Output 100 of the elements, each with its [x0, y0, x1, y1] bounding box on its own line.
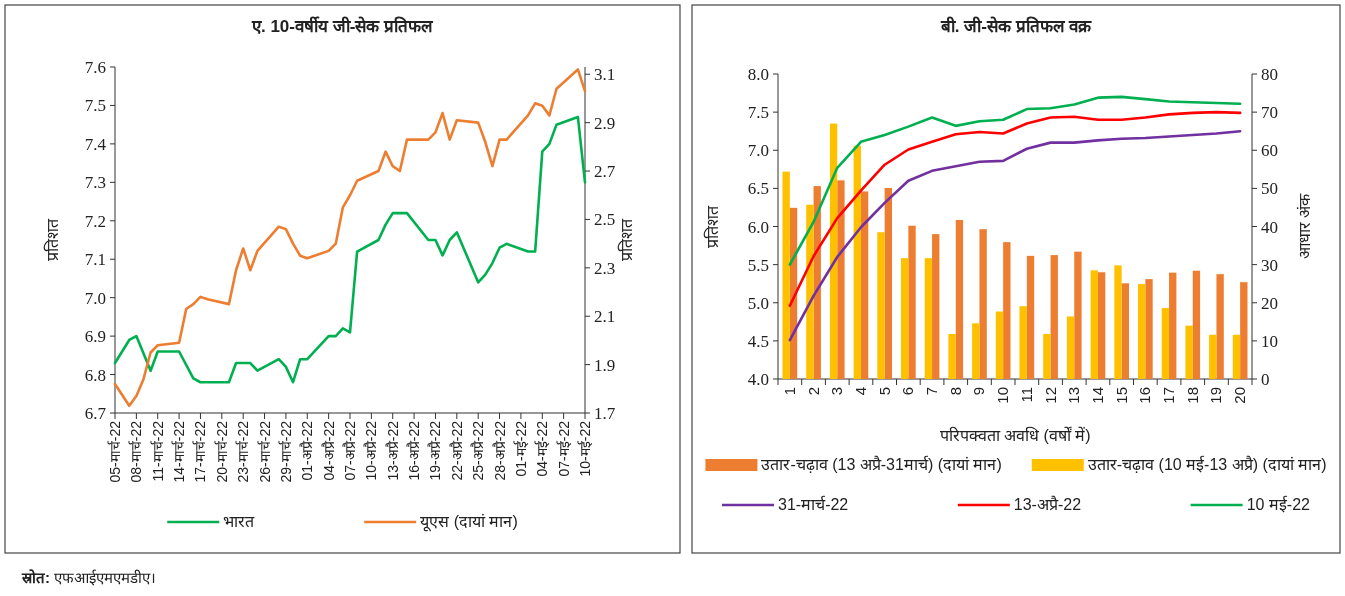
x-tick-label: 19-अप्रै-22 [427, 420, 444, 481]
bar [1121, 283, 1129, 379]
x-tick-label: 15 [1112, 387, 1130, 404]
y2-tick-label: 2.3 [594, 258, 616, 278]
x-tick-label: 7 [923, 387, 941, 396]
bar [995, 311, 1004, 379]
y-tick-label: 6.5 [747, 179, 769, 199]
y-tick-label: 6.7 [84, 404, 107, 423]
bar [924, 258, 933, 379]
x-tick-label: 10-मई-22 [577, 420, 593, 477]
legend-label: 31-मार्च-22 [778, 495, 849, 513]
bar [932, 234, 940, 379]
x-tick-label: 11-मार्च-22 [149, 420, 166, 482]
bar [1169, 272, 1177, 379]
y2-tick-label: 20 [1261, 293, 1278, 313]
x-tick-label: 12 [1041, 387, 1059, 404]
x-tick-label: 28-अप्रै-22 [491, 420, 508, 481]
legend-label: उतार-चढ़ाव (13 अप्रै-31मार्च) (दायां मान) [761, 455, 1002, 474]
y2-tick-label: 2.7 [594, 162, 616, 182]
line-series [113, 68, 587, 408]
y2-tick-label: 1.9 [594, 355, 616, 375]
bar [1019, 306, 1027, 379]
bar [782, 171, 790, 379]
y2-tick-label: 3.1 [594, 65, 616, 85]
bar [1138, 284, 1146, 379]
x-tick-label: 07-मई-22 [555, 420, 572, 477]
bar [1114, 265, 1122, 379]
chart-title: बी. जी-सेक प्रतिफल वक्र [939, 16, 1093, 36]
y2-tick-label: 70 [1261, 103, 1278, 123]
bar [806, 204, 814, 379]
bar [901, 258, 909, 379]
y-tick-label: 7.5 [84, 96, 106, 116]
legend-label: 13-अप्रै-22 [1013, 495, 1082, 513]
y2-axis-title: आधार अंक [1296, 192, 1313, 260]
y2-tick-label: 0 [1261, 370, 1270, 389]
bar [1003, 242, 1011, 379]
y-tick-label: 8.0 [747, 65, 769, 84]
x-tick-label: 23-मार्च-22 [235, 420, 252, 483]
bar [1192, 270, 1201, 379]
y-axis-title: प्रतिशत [43, 218, 61, 261]
x-tick-label: 8 [946, 387, 964, 396]
y-tick-label: 6.9 [84, 327, 106, 347]
y-tick-label: 7.3 [84, 173, 106, 193]
y-tick-label: 7.0 [747, 141, 769, 161]
x-tick-label: 16-अप्रै-22 [406, 420, 423, 481]
bar [908, 225, 916, 379]
y-tick-label: 6.8 [84, 365, 106, 385]
x-tick-label: 20 [1231, 387, 1249, 404]
legend-label: भारत [223, 513, 256, 530]
y2-tick-label: 60 [1261, 141, 1278, 161]
x-tick-label: 29-मार्च-22 [277, 420, 294, 483]
bar [1097, 272, 1106, 379]
bar [860, 191, 869, 379]
chart-title: ए. 10-वर्षीय जी-सेक प्रतिफल [250, 16, 435, 36]
legend-label: यूएस (दायां मान) [420, 513, 518, 532]
x-tick-label: 08-मार्च-22 [128, 420, 145, 483]
x-tick-label: 11 [1017, 387, 1035, 403]
line-series [788, 129, 1242, 342]
bar [1090, 270, 1098, 379]
x-tick-label: 6 [899, 387, 917, 396]
bar [1216, 274, 1224, 379]
x-tick-label: 04-अप्रै-22 [320, 420, 337, 481]
x-tick-label: 18 [1183, 387, 1201, 404]
x-tick-label: 01-मई-22 [512, 420, 529, 477]
line-series [113, 115, 587, 384]
x-tick-label: 5 [875, 387, 893, 396]
x-tick-label: 01-अप्रै-22 [299, 420, 316, 481]
y-tick-label: 4.0 [747, 370, 769, 389]
y-tick-label: 7.0 [84, 288, 106, 308]
bar [1161, 308, 1170, 379]
y2-tick-label: 80 [1261, 65, 1278, 84]
x-tick-label: 22-अप्रै-22 [448, 420, 465, 481]
y2-tick-label: 1.7 [594, 404, 616, 423]
y-tick-label: 7.1 [84, 250, 106, 270]
bar [948, 334, 956, 379]
bar [1050, 255, 1058, 379]
y2-tick-label: 2.1 [594, 307, 616, 327]
x-tick-label: 19 [1207, 387, 1225, 404]
x-tick-label: 13-अप्रै-22 [384, 420, 401, 481]
bar [1232, 334, 1241, 379]
y2-tick-label: 2.9 [594, 113, 616, 133]
y-tick-label: 7.2 [84, 211, 106, 231]
legend-label: उतार-चढ़ाव (10 मई-13 अप्रै) (दायां मान) [1087, 455, 1327, 474]
bar [1026, 255, 1035, 379]
y2-tick-label: 2.5 [594, 210, 616, 230]
bar [972, 323, 980, 379]
bar [1209, 334, 1217, 379]
x-tick-label: 16 [1136, 387, 1154, 404]
x-tick-label: 26-मार्च-22 [256, 420, 273, 483]
y-tick-label: 7.6 [84, 58, 106, 77]
line-series [788, 95, 1242, 266]
x-tick-label: 10-अप्रै-22 [363, 420, 380, 481]
bar [837, 180, 845, 379]
y2-tick-label: 40 [1261, 217, 1278, 237]
x-tick-label: 17-मार्च-22 [192, 420, 209, 483]
line-series [788, 110, 1242, 308]
legend-label: 10 मई-22 [1246, 495, 1311, 513]
bar [1185, 325, 1193, 379]
x-tick-label: 04-मई-22 [534, 420, 551, 477]
x-tick-label: 07-अप्रै-22 [342, 420, 358, 481]
